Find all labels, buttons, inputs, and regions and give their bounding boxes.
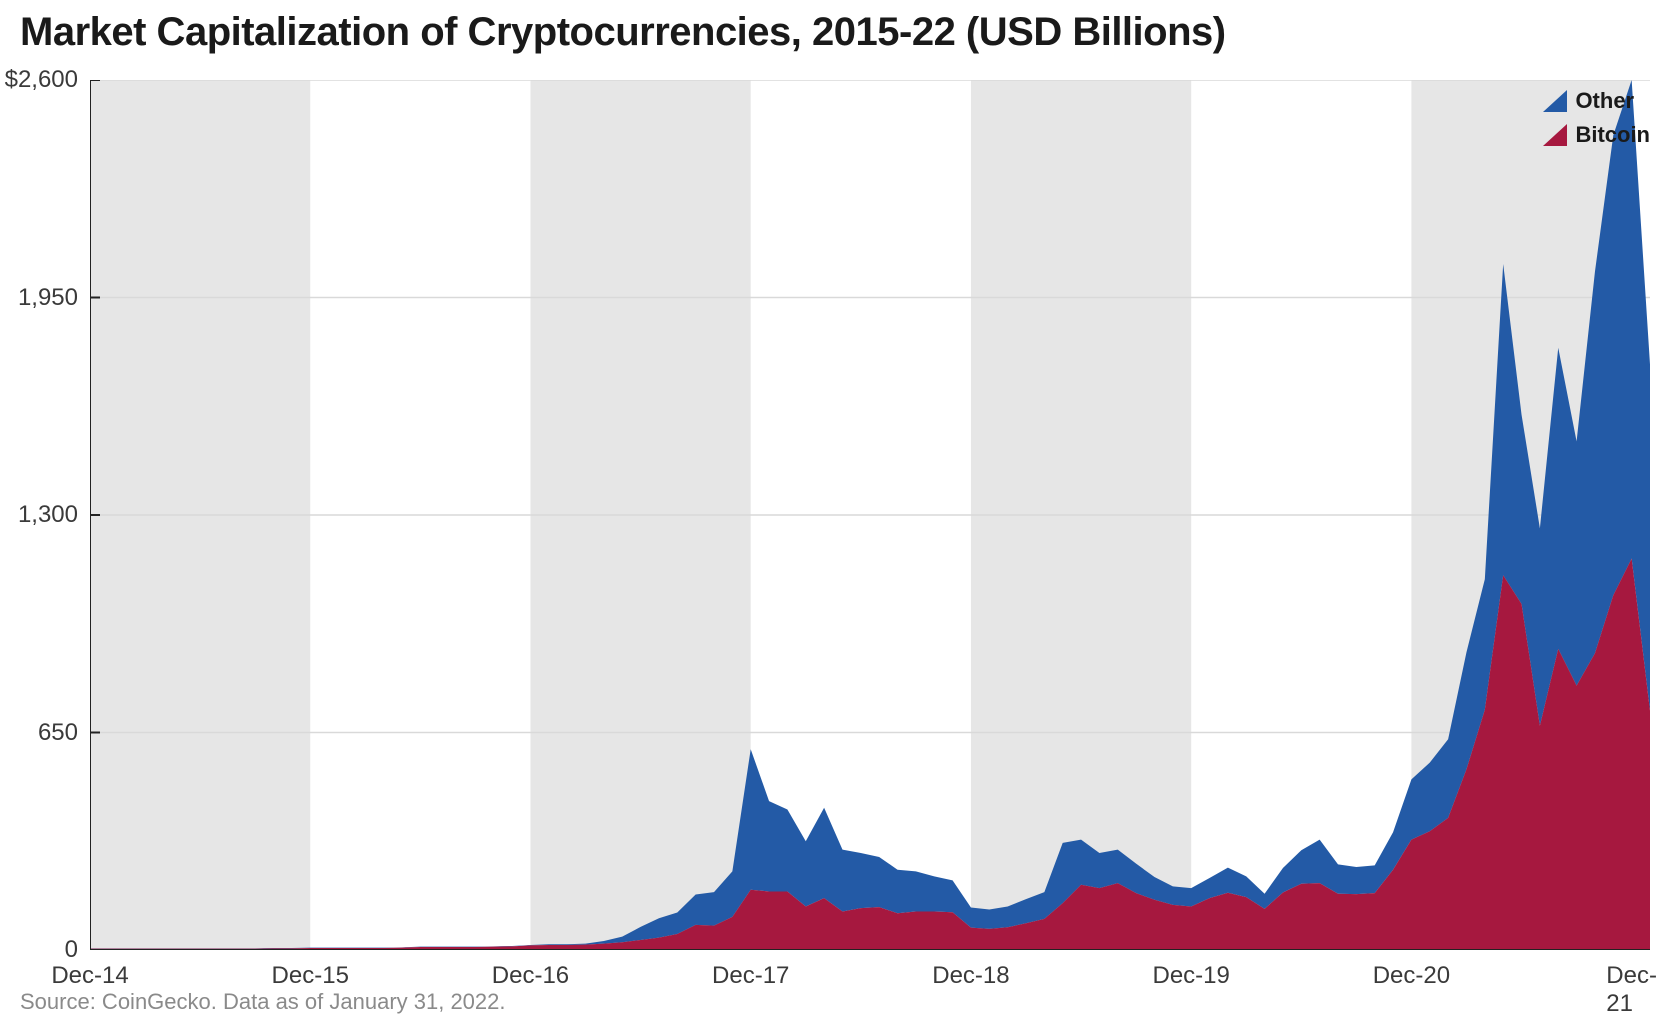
legend-swatch-icon (1543, 90, 1567, 112)
x-axis-tick-label: Dec-14 (51, 962, 128, 990)
legend-label: Bitcoin (1575, 122, 1650, 148)
x-axis-tick-label: Dec-15 (272, 962, 349, 990)
y-axis-tick-label: $2,600 (5, 66, 78, 94)
chart-title: Market Capitalization of Cryptocurrencie… (20, 10, 1226, 55)
plot-svg (90, 80, 1650, 950)
y-axis-tick-label: 650 (38, 719, 78, 747)
x-axis-tick-label: Dec-18 (932, 962, 1009, 990)
legend-label: Other (1575, 88, 1634, 114)
legend-item: Other (1543, 88, 1650, 114)
x-axis-tick-label: Dec-19 (1152, 962, 1229, 990)
chart-container: Market Capitalization of Cryptocurrencie… (0, 0, 1672, 1029)
legend-swatch-icon (1543, 124, 1567, 146)
y-axis-tick-label: 1,950 (18, 284, 78, 312)
legend-item: Bitcoin (1543, 122, 1650, 148)
plot-area (90, 80, 1650, 950)
source-note: Source: CoinGecko. Data as of January 31… (20, 989, 506, 1015)
x-axis-tick-label: Dec-16 (492, 962, 569, 990)
x-axis-tick-label: Dec-17 (712, 962, 789, 990)
legend: Other Bitcoin (1543, 88, 1650, 148)
x-axis-tick-label: Dec-21 (1606, 962, 1657, 1018)
y-axis-tick-label: 0 (65, 936, 78, 964)
y-axis-tick-label: 1,300 (18, 501, 78, 529)
x-axis-tick-label: Dec-20 (1373, 962, 1450, 990)
